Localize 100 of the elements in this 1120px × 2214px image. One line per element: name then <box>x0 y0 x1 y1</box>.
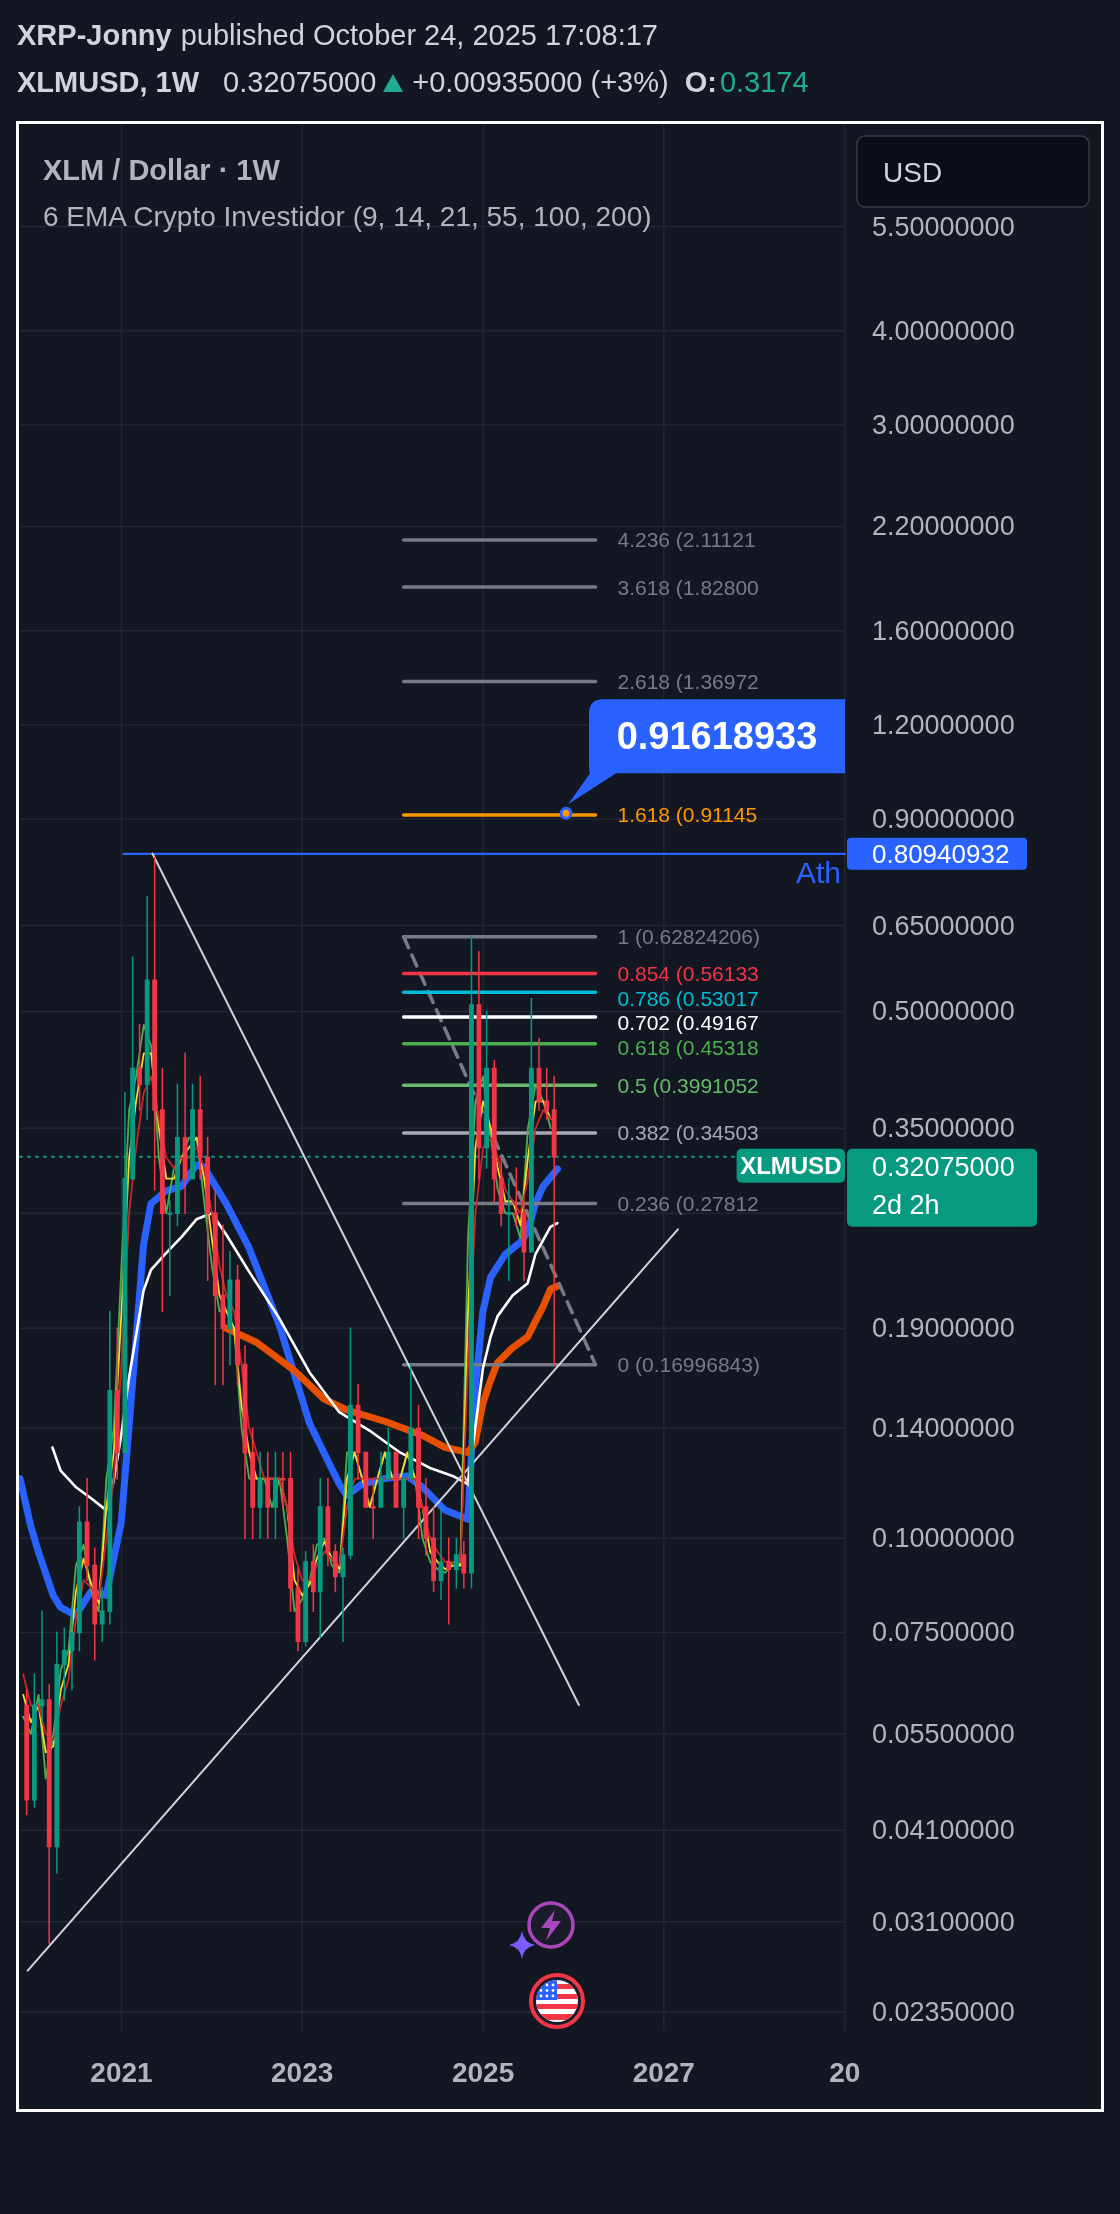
candlestick <box>461 1540 467 1589</box>
y-tick-label: 0.05500000 <box>872 1719 1015 1750</box>
y-tick-label: 0.65000000 <box>872 910 1015 941</box>
candlestick <box>227 1250 233 1366</box>
candlestick <box>137 1024 142 1111</box>
candlestick <box>280 1451 286 1508</box>
candlestick <box>401 1477 407 1540</box>
candlestick <box>92 1547 98 1661</box>
candlestick <box>265 1451 271 1540</box>
annotation: 0.91618933 <box>616 715 818 758</box>
candlestick <box>76 1506 82 1652</box>
series-label: 0.702 (0.49167 <box>617 1011 759 1035</box>
candlestick <box>295 1568 301 1652</box>
candlestick <box>46 1683 52 1945</box>
text: XRP-Jonny <box>17 19 172 51</box>
y-tick-label: 4.00000000 <box>872 315 1015 346</box>
candlestick <box>363 1451 369 1508</box>
candlestick <box>416 1404 421 1540</box>
candlestick <box>31 1673 37 1808</box>
y-tick-label: 3.00000000 <box>872 409 1015 440</box>
series-label: 2.618 (1.36972 <box>617 670 759 694</box>
candlestick <box>69 1606 75 1691</box>
y-tick-label: 2.20000000 <box>872 511 1015 542</box>
candlestick <box>453 1537 459 1589</box>
text: XLM / Dollar · 1W <box>43 154 281 186</box>
series-label: 3.618 (1.82800 <box>617 575 759 599</box>
series-label: 1 (0.62824206) <box>617 925 760 949</box>
candlestick <box>197 1075 203 1180</box>
candlestick <box>182 1052 188 1214</box>
series-label: 0 (0.16996843) <box>617 1353 760 1377</box>
x-tick-label: 2025 <box>451 2056 515 2088</box>
text: 6 EMA Crypto Investidor (9, 14, 21, 55, 100, 200) <box>43 200 652 232</box>
legend-label: 1.618 (0.91145 <box>617 803 758 827</box>
candlestick <box>212 1189 218 1386</box>
candlestick <box>521 1200 527 1281</box>
series-label: 0.5 (0.3991052 <box>617 1073 759 1097</box>
candlestick <box>107 1310 113 1625</box>
candlestick <box>84 1477 90 1581</box>
text: published October 24, 2025 17:08:17 <box>180 19 658 51</box>
text: 0.32075000 <box>872 1151 1015 1182</box>
series-label: 0.382 (0.34503 <box>617 1121 759 1145</box>
y-tick-label: 0.03100000 <box>872 1906 1015 1937</box>
candlestick <box>378 1451 384 1508</box>
candlestick <box>325 1477 331 1567</box>
candlestick <box>250 1427 256 1540</box>
candlestick <box>130 956 136 1180</box>
candlestick <box>114 1327 120 1480</box>
candlestick <box>355 1383 361 1480</box>
candlestick <box>348 1327 353 1560</box>
y-tick-label: 0.02350000 <box>872 1997 1015 2028</box>
candlestick <box>385 1427 391 1480</box>
candlestick <box>167 1200 173 1297</box>
candlestick <box>257 1451 263 1540</box>
candlestick <box>144 895 150 1120</box>
text: XLMUSD, 1W <box>17 66 200 98</box>
candlestick <box>235 1264 240 1386</box>
series-label: 0.236 (0.27812 <box>617 1191 759 1215</box>
candlestick <box>24 1688 30 1816</box>
y-tick-label: 1.20000000 <box>872 709 1015 740</box>
y-tick-label: 5.50000000 <box>872 211 1015 242</box>
candlestick <box>303 1550 309 1647</box>
x-tick-label: 2021 <box>90 2056 153 2088</box>
candlestick <box>317 1477 323 1638</box>
candlestick <box>431 1506 437 1593</box>
candlestick <box>536 1038 542 1111</box>
x-tick-label: 2027 <box>632 2056 695 2088</box>
series-label: 4.236 (2.11121 <box>617 528 756 552</box>
candlestick <box>152 856 158 1191</box>
x-tick-label: 20 <box>829 2056 861 2088</box>
candlestick <box>551 1075 557 1366</box>
text: 0.3174 <box>719 66 809 98</box>
y-tick-label: 0.07500000 <box>872 1617 1015 1648</box>
candlestick <box>61 1627 67 1701</box>
y-tick-label: 0.04100000 <box>872 1815 1015 1846</box>
text: +0.00935000 (+3%) <box>412 66 669 98</box>
text: 2d 2h <box>872 1189 940 1220</box>
candlestick <box>332 1544 338 1593</box>
y-tick-label: 0.14000000 <box>872 1413 1015 1444</box>
series-label: Ath <box>795 856 841 890</box>
candlestick <box>242 1345 248 1540</box>
candlestick <box>438 1506 444 1601</box>
candlestick <box>506 1177 512 1281</box>
y-tick-label: 1.60000000 <box>872 615 1015 646</box>
candlestick <box>408 1363 414 1480</box>
candlestick <box>39 1610 45 1724</box>
candlestick <box>513 1167 519 1227</box>
candlestick <box>370 1477 376 1540</box>
series-label: 0.786 (0.53017 <box>617 986 759 1010</box>
y-tick-label: 0.10000000 <box>872 1523 1015 1554</box>
candlestick <box>288 1451 293 1613</box>
candlestick <box>310 1544 316 1613</box>
candlestick <box>491 1060 497 1203</box>
text: USD <box>883 156 943 188</box>
candlestick <box>340 1547 346 1643</box>
candlestick <box>159 1067 165 1313</box>
candlestick <box>446 1537 452 1625</box>
candlestick <box>205 1136 211 1281</box>
candlestick <box>544 1067 550 1120</box>
y-tick-label: 0.19000000 <box>872 1313 1015 1344</box>
text: 0.32075000 <box>223 66 377 98</box>
